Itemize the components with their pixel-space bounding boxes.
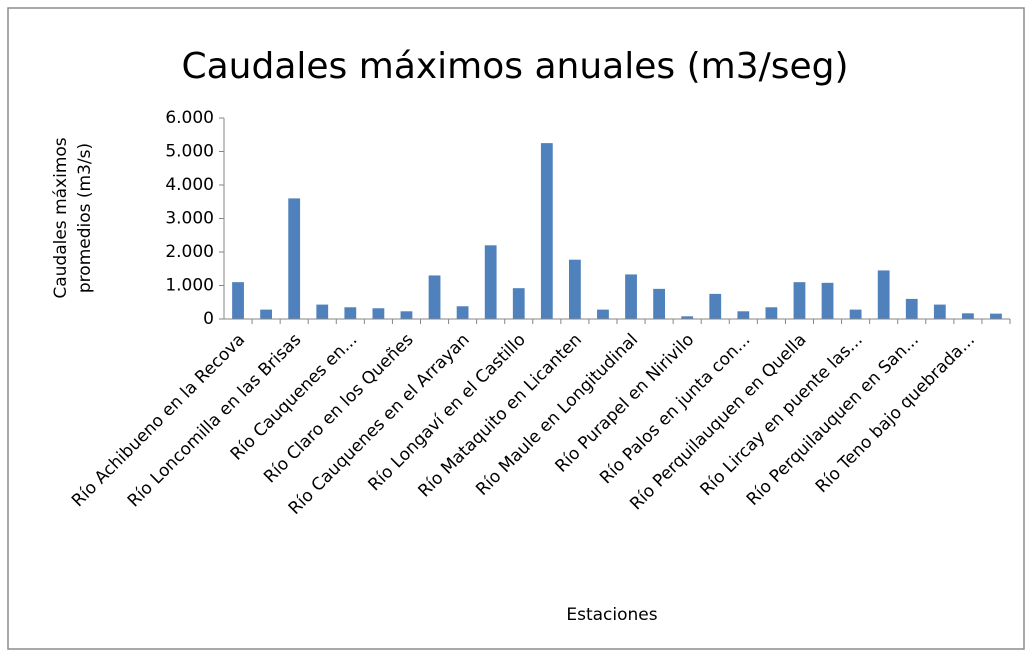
y-axis-label-line: Caudales máximos <box>51 137 71 298</box>
bar <box>597 309 609 319</box>
bar <box>372 308 385 319</box>
bar <box>540 143 553 319</box>
y-tick-label: 1.000 <box>165 276 214 296</box>
bar <box>232 282 244 319</box>
y-axis-label-line: promedios (m3/s) <box>75 143 95 293</box>
y-tick-label: 0 <box>203 309 214 329</box>
y-tick-label: 5.000 <box>165 142 214 162</box>
bar <box>568 259 581 319</box>
bar <box>653 288 666 319</box>
bar <box>344 307 357 319</box>
bar <box>709 293 722 319</box>
bar <box>288 198 301 319</box>
bar <box>737 311 750 319</box>
chart-title: Caudales máximos anuales (m3/seg) <box>181 46 848 87</box>
bar <box>625 274 637 319</box>
bar <box>681 316 694 319</box>
y-tick-label: 3.000 <box>165 209 214 229</box>
bar <box>793 282 806 319</box>
bar <box>905 298 918 319</box>
y-axis-label: Caudales máximos promedios (m3/s) <box>51 137 95 298</box>
y-tick-label: 4.000 <box>165 175 214 195</box>
bar <box>849 309 862 319</box>
bar <box>456 306 469 319</box>
chart-border <box>7 7 1025 650</box>
bar <box>316 304 329 319</box>
bar <box>512 288 525 319</box>
bar <box>961 313 974 319</box>
bar <box>428 275 441 319</box>
y-tick-label: 2.000 <box>165 242 214 262</box>
bar <box>990 313 1002 319</box>
bar <box>484 245 497 319</box>
bar <box>933 304 946 319</box>
bar <box>765 307 778 319</box>
bar <box>260 309 273 319</box>
x-axis-label: Estaciones <box>566 605 657 625</box>
bar <box>821 282 834 319</box>
bar <box>400 311 413 319</box>
y-tick-label: 6.000 <box>165 108 214 128</box>
bar <box>877 270 890 319</box>
